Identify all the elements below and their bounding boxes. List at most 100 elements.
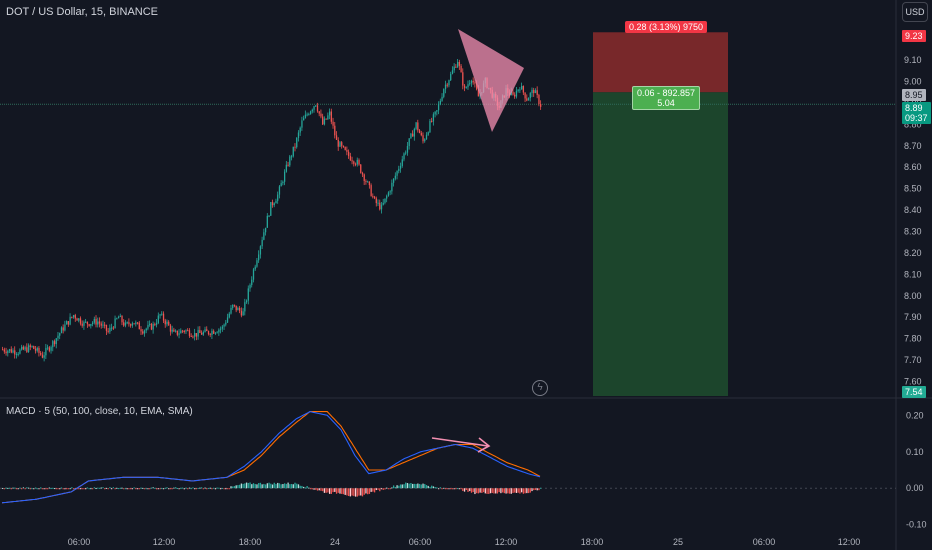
flash-icon[interactable]: ϟ: [532, 380, 548, 396]
candle-body: [154, 324, 156, 326]
macd-histogram-bar: [294, 482, 296, 489]
candle-body: [380, 204, 383, 210]
candle-body: [318, 111, 320, 114]
macd-histogram-bar: [517, 488, 519, 493]
macd-histogram-bar: [55, 488, 57, 490]
candle-body: [2, 349, 4, 351]
candle-body: [143, 330, 146, 334]
price-axis-label: 8.20: [904, 248, 922, 258]
candle-body: [90, 323, 92, 326]
candle-body: [168, 321, 170, 326]
macd-histogram-bar: [138, 488, 140, 490]
macd-histogram-bar: [379, 488, 381, 492]
macd-histogram-bar: [48, 487, 51, 489]
price-axis-label: 8.30: [904, 226, 922, 236]
macd-histogram-bar: [240, 483, 243, 489]
candle-body: [363, 174, 365, 181]
macd-histogram-bar: [85, 488, 87, 490]
candle-body: [190, 335, 192, 337]
symbol-title[interactable]: DOT / US Dollar, 15, BINANCE: [6, 6, 159, 18]
candle-body: [517, 89, 519, 91]
candle-body: [259, 246, 262, 255]
macd-histogram-bar: [479, 488, 481, 493]
candle-body: [112, 327, 115, 329]
candle-body: [361, 172, 364, 175]
macd-histogram-bar: [482, 488, 485, 493]
candle-body: [55, 338, 57, 345]
candle-body: [232, 304, 234, 308]
candle-body: [76, 318, 78, 321]
candle-body: [261, 239, 263, 247]
macd-histogram-bar: [173, 487, 175, 489]
candle-body: [256, 260, 258, 267]
bar-countdown: 09:37: [905, 113, 928, 123]
macd-histogram-bar: [207, 487, 210, 489]
macd-histogram-bar: [441, 488, 443, 490]
candle-body: [7, 350, 9, 354]
macd-histogram-bar: [14, 487, 16, 489]
candle-body: [522, 86, 525, 93]
macd-histogram-bar: [299, 485, 301, 489]
macd-histogram-bar: [7, 487, 9, 489]
macd-histogram-bar: [334, 488, 336, 492]
macd-histogram-bar: [311, 488, 313, 490]
macd-histogram-bar: [83, 488, 85, 490]
candle-body: [444, 84, 447, 90]
candle-body: [53, 341, 56, 345]
candle-body: [358, 159, 360, 165]
candle-body: [12, 350, 14, 353]
macd-histogram-bar: [41, 488, 44, 490]
candle-body: [367, 181, 369, 183]
macd-histogram-bar: [17, 488, 19, 490]
macd-histogram-bar: [175, 487, 177, 489]
macd-histogram-bar: [119, 487, 121, 489]
candle-body: [27, 345, 30, 352]
candle-body: [161, 313, 163, 315]
candle-body: [225, 322, 227, 325]
currency-button[interactable]: USD: [902, 2, 928, 22]
macd-histogram-bar: [29, 488, 31, 490]
macd-indicator-title[interactable]: MACD · 5 (50, 100, close, 10, EMA, SMA): [6, 406, 193, 417]
candle-body: [206, 329, 208, 332]
macd-histogram-bar: [309, 488, 312, 490]
candle-body: [169, 325, 172, 332]
macd-histogram-bar: [432, 486, 435, 489]
candle-body: [98, 321, 101, 324]
candle-body: [180, 330, 182, 334]
candle-body: [218, 329, 220, 333]
candle-body: [181, 330, 184, 332]
macd-histogram-bar: [197, 487, 199, 489]
macd-histogram-bar: [346, 488, 348, 496]
candle-body: [330, 111, 332, 122]
macd-histogram-bar: [147, 488, 149, 490]
macd-histogram-bar: [353, 488, 355, 497]
macd-histogram-bar: [71, 487, 73, 489]
candle-body: [316, 105, 319, 112]
macd-histogram-bar: [10, 488, 12, 490]
time-axis-label: 06:00: [753, 537, 776, 547]
macd-histogram-bar: [507, 488, 509, 494]
candle-body: [335, 135, 338, 140]
candle-body: [323, 118, 326, 125]
macd-histogram-bar: [384, 488, 386, 490]
macd-histogram-bar: [136, 488, 139, 490]
candle-body: [266, 215, 268, 228]
macd-histogram-bar: [239, 484, 241, 489]
candle-body: [515, 90, 518, 97]
candle-body: [155, 322, 158, 325]
macd-histogram-bar: [399, 484, 402, 489]
candle-body: [19, 349, 21, 354]
candle-body: [83, 321, 85, 326]
price-axis-label: 8.10: [904, 269, 922, 279]
macd-histogram-bar: [429, 486, 431, 489]
candle-body: [109, 327, 111, 332]
macd-histogram-bar: [308, 487, 310, 489]
macd-histogram-bar: [289, 484, 291, 489]
candle-body: [456, 61, 459, 68]
macd-histogram-bar: [185, 487, 187, 489]
candle-body: [351, 160, 353, 162]
macd-histogram-bar: [159, 488, 161, 490]
candle-body: [521, 86, 523, 90]
candle-body: [285, 164, 288, 172]
